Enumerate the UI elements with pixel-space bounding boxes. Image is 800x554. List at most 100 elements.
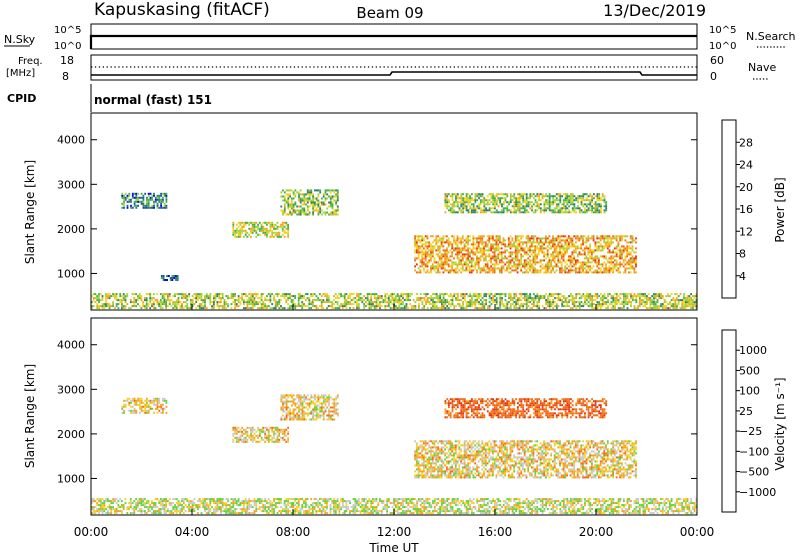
echo-cell	[246, 307, 249, 310]
echo-cell	[570, 201, 572, 204]
echo-cell	[235, 231, 238, 234]
echo-cell	[600, 293, 602, 296]
echo-cell	[543, 195, 546, 198]
echo-region-6	[444, 193, 608, 214]
echo-cell	[145, 305, 148, 308]
echo-cell	[527, 261, 530, 264]
echo-cell	[614, 307, 616, 310]
echo-cell	[571, 239, 574, 242]
echo-cell	[182, 297, 185, 300]
echo-cell	[578, 195, 581, 198]
echo-cell	[129, 512, 132, 515]
echo-cell	[553, 257, 556, 260]
echo-cell	[106, 297, 109, 300]
echo-cell	[248, 301, 251, 304]
echo-cell	[220, 512, 222, 515]
echo-cell	[573, 269, 576, 272]
echo-cell	[670, 299, 673, 302]
echo-cell	[548, 247, 551, 250]
echo-cell	[454, 243, 457, 246]
echo-cell	[438, 257, 441, 260]
echo-cell	[520, 305, 523, 308]
echo-cell	[398, 295, 401, 298]
echo-cell	[214, 299, 217, 302]
echo-cell	[191, 502, 194, 505]
echo-cell	[516, 263, 519, 266]
echo-cell	[375, 305, 378, 308]
echo-cell	[342, 305, 344, 308]
echo-cell	[137, 504, 139, 507]
echo-cell	[285, 199, 288, 202]
echo-cell	[92, 508, 95, 511]
echo-cell	[476, 299, 479, 302]
echo-cell	[651, 299, 654, 302]
echo-cell	[476, 245, 478, 248]
echo-cell	[507, 271, 510, 274]
echo-cell	[426, 253, 429, 256]
echo-cell	[511, 237, 514, 240]
echo-cell	[438, 245, 441, 248]
echo-cell	[461, 265, 464, 268]
echo-cell	[248, 303, 251, 306]
echo-cell	[232, 231, 235, 234]
echo-cell	[96, 299, 99, 302]
echo-cell	[105, 500, 107, 503]
echo-cell	[101, 303, 104, 306]
echo-cell	[485, 303, 487, 306]
echo-cell	[481, 255, 484, 258]
echo-cell	[591, 299, 593, 302]
echo-cell	[106, 510, 109, 513]
echo-cell	[467, 295, 470, 298]
echo-cell	[631, 299, 634, 302]
echo-cell	[499, 211, 502, 214]
echo-cell	[460, 259, 462, 262]
echo-cell	[243, 221, 245, 224]
echo-cell	[534, 261, 537, 264]
echo-cell	[667, 295, 669, 298]
echo-cell	[306, 193, 309, 196]
echo-cell	[548, 201, 551, 204]
echo-cell	[669, 303, 671, 306]
echo-cell	[264, 231, 266, 234]
echo-cell	[568, 259, 570, 262]
echo-cell	[417, 235, 420, 238]
echo-cell	[513, 263, 515, 266]
echo-cell	[583, 257, 586, 260]
echo-cell	[126, 196, 129, 199]
echo-cell	[289, 295, 291, 298]
echo-cell	[299, 209, 302, 212]
echo-cell	[483, 299, 486, 302]
echo-cell	[103, 303, 106, 306]
echo-cell	[419, 245, 422, 248]
echo-cell	[546, 267, 549, 270]
echo-cell	[458, 259, 461, 262]
echo-cell	[414, 249, 416, 252]
echo-cell	[285, 295, 288, 298]
echo-cell	[488, 235, 491, 238]
echo-cell	[359, 297, 362, 300]
echo-cell	[591, 197, 593, 200]
echo-cell	[583, 253, 586, 256]
echo-cell	[303, 199, 306, 202]
echo-cell	[110, 500, 113, 503]
echo-cell	[221, 307, 224, 310]
echo-cell	[548, 257, 551, 260]
echo-cell	[453, 269, 455, 272]
echo-cell	[462, 293, 464, 296]
echo-cell	[527, 297, 530, 300]
echo-cell	[541, 305, 544, 308]
echo-cell	[608, 293, 611, 296]
echo-cell	[472, 211, 475, 214]
echo-cell	[446, 249, 448, 252]
echo-cell	[476, 307, 479, 310]
echo-cell	[428, 253, 431, 256]
echo-cell	[446, 197, 449, 200]
echo-cell	[484, 241, 487, 244]
echo-cell	[592, 239, 595, 242]
echo-cell	[470, 271, 473, 274]
echo-cell	[290, 512, 293, 515]
echo-cell	[584, 297, 586, 300]
echo-cell	[591, 195, 593, 198]
echo-cell	[524, 299, 526, 302]
echo-cell	[266, 500, 268, 503]
